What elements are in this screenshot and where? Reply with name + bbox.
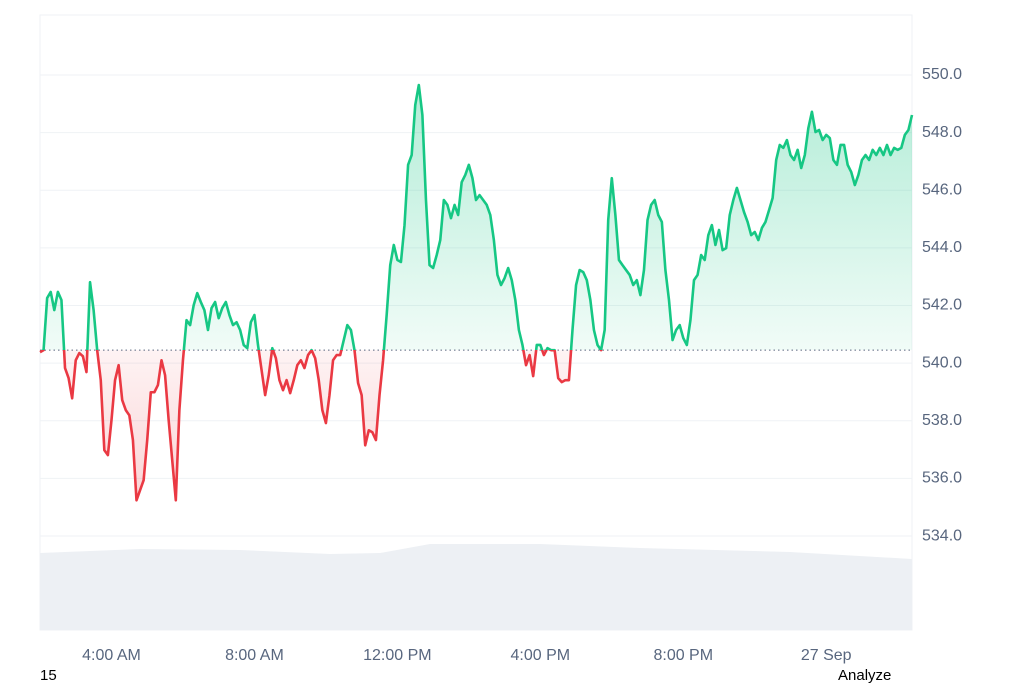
y-tick-label: 536.0 [922, 470, 962, 487]
volume-band [40, 544, 912, 630]
y-tick-label: 534.0 [922, 527, 962, 544]
x-tick-label: 27 Sep [801, 647, 852, 664]
x-tick-label: 8:00 PM [653, 647, 713, 664]
footer-left: 15 [40, 667, 57, 683]
y-tick-label: 540.0 [922, 354, 962, 371]
y-tick-label: 546.0 [922, 181, 962, 198]
y-tick-label: 544.0 [922, 239, 962, 256]
area [40, 85, 912, 501]
price-line [39, 83, 914, 502]
y-tick-label: 550.0 [922, 66, 962, 83]
x-tick-label: 4:00 PM [511, 647, 571, 664]
x-tick-label: 8:00 AM [225, 647, 284, 664]
footer-right[interactable]: Analyze [838, 667, 891, 683]
x-tick-label: 12:00 PM [363, 647, 431, 664]
y-tick-label: 548.0 [922, 124, 962, 141]
y-tick-label: 542.0 [922, 297, 962, 314]
y-tick-label: 538.0 [922, 412, 962, 429]
x-tick-label: 4:00 AM [82, 647, 141, 664]
